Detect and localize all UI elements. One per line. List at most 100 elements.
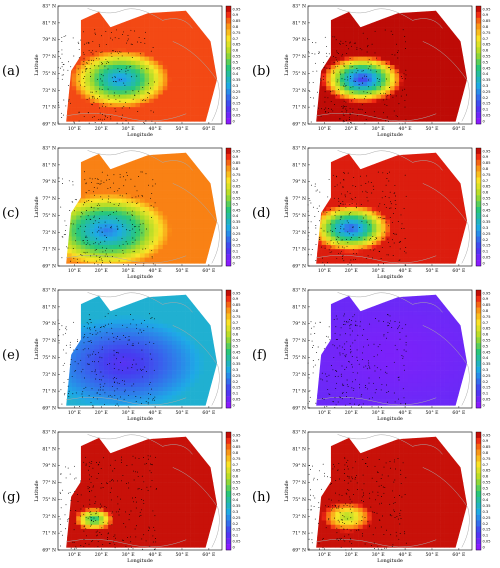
observation-point bbox=[95, 57, 97, 59]
field-cell bbox=[89, 39, 95, 45]
observation-point bbox=[117, 68, 119, 70]
field-cell bbox=[135, 115, 141, 121]
field-cell bbox=[362, 244, 368, 250]
field-cell bbox=[426, 190, 432, 195]
field-cell bbox=[130, 102, 136, 108]
field-cell bbox=[417, 77, 423, 83]
field-cell bbox=[349, 65, 354, 70]
field-cell bbox=[181, 207, 186, 212]
field-cell bbox=[121, 27, 127, 32]
field-cell bbox=[385, 43, 391, 49]
observation-point bbox=[313, 97, 314, 99]
field-cell bbox=[190, 207, 195, 212]
field-cell bbox=[171, 27, 177, 32]
field-cell bbox=[362, 261, 368, 264]
field-cell bbox=[376, 43, 382, 49]
field-cell bbox=[117, 43, 123, 49]
field-cell bbox=[417, 52, 423, 57]
observation-point bbox=[104, 114, 106, 116]
observation-point bbox=[142, 87, 144, 89]
observation-point bbox=[119, 173, 121, 175]
field-cell bbox=[408, 185, 414, 191]
field-cell bbox=[431, 240, 436, 246]
observation-point bbox=[68, 180, 70, 182]
field-cell bbox=[112, 190, 118, 195]
observation-point bbox=[101, 61, 103, 63]
field-cell bbox=[412, 185, 418, 191]
field-cell bbox=[80, 215, 86, 220]
observation-point bbox=[405, 94, 407, 96]
field-cell bbox=[339, 98, 345, 104]
field-cell bbox=[412, 73, 418, 78]
field-cell bbox=[149, 236, 154, 242]
observation-point bbox=[150, 110, 152, 112]
field-cell bbox=[167, 14, 173, 19]
field-cell bbox=[89, 119, 95, 122]
field-cell bbox=[103, 86, 109, 91]
observation-point bbox=[145, 248, 146, 250]
field-cell bbox=[385, 185, 391, 191]
field-cell bbox=[158, 115, 164, 121]
field-cell bbox=[453, 232, 459, 237]
field-cell bbox=[103, 194, 109, 199]
observation-point bbox=[96, 255, 98, 257]
field-cell bbox=[144, 164, 150, 170]
field-cell bbox=[162, 219, 168, 225]
field-cell bbox=[403, 228, 409, 233]
field-cell bbox=[112, 52, 118, 57]
field-cell bbox=[339, 190, 345, 195]
field-cell bbox=[399, 177, 404, 183]
colorbar-segment bbox=[226, 100, 231, 107]
field-cell bbox=[335, 249, 341, 254]
field-cell bbox=[140, 164, 145, 170]
field-cell bbox=[158, 211, 164, 216]
field-cell bbox=[417, 107, 423, 112]
field-cell bbox=[99, 39, 104, 45]
field-cell bbox=[380, 65, 386, 70]
field-cell bbox=[76, 202, 82, 208]
field-cell bbox=[344, 261, 350, 264]
field-cell bbox=[112, 202, 118, 208]
observation-point bbox=[332, 110, 334, 112]
observation-point bbox=[132, 241, 134, 243]
field-cell bbox=[112, 98, 118, 104]
field-cell bbox=[149, 253, 154, 258]
field-cell bbox=[94, 98, 100, 104]
observation-point bbox=[397, 57, 399, 59]
field-cell bbox=[135, 81, 141, 87]
field-cell bbox=[417, 177, 423, 183]
field-cell bbox=[335, 81, 341, 87]
field-cell bbox=[358, 111, 363, 116]
field-cell bbox=[94, 198, 100, 204]
field-cell bbox=[176, 18, 182, 24]
field-cell bbox=[190, 173, 195, 178]
field-cell bbox=[117, 228, 123, 233]
field-cell bbox=[126, 173, 132, 178]
observation-point bbox=[118, 260, 120, 262]
field-cell bbox=[112, 207, 118, 212]
field-cell bbox=[426, 86, 432, 91]
observation-point bbox=[99, 45, 100, 47]
field-cell bbox=[458, 194, 464, 199]
observation-point bbox=[342, 43, 344, 45]
field-cell bbox=[458, 98, 464, 104]
field-cell bbox=[339, 181, 345, 187]
field-cell bbox=[390, 244, 395, 250]
field-cell bbox=[358, 202, 363, 208]
field-cell bbox=[121, 232, 127, 237]
field-cell bbox=[121, 65, 127, 70]
field-cell bbox=[176, 223, 182, 229]
field-cell bbox=[376, 173, 382, 178]
observation-point bbox=[69, 260, 71, 262]
field-cell bbox=[408, 22, 414, 28]
observation-point bbox=[101, 51, 103, 53]
field-cell bbox=[390, 86, 395, 91]
field-cell bbox=[171, 35, 177, 41]
field-cell bbox=[149, 27, 154, 32]
field-cell bbox=[199, 94, 205, 100]
field-cell bbox=[194, 181, 200, 187]
field-cell bbox=[99, 43, 104, 49]
observation-point bbox=[91, 91, 93, 93]
field-cell bbox=[176, 77, 182, 83]
